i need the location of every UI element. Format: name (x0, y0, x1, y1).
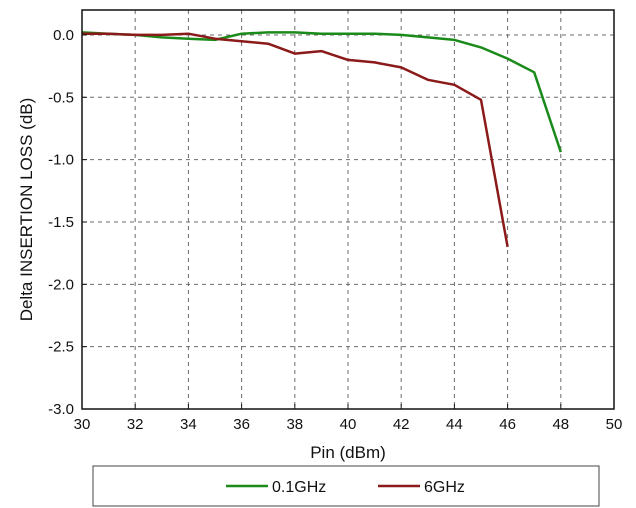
x-tick-label: 30 (74, 416, 91, 433)
series-line-0 (81, 31, 562, 153)
legend: 0.1GHz 6GHz (92, 465, 600, 507)
legend-label-6ghz: 6GHz (424, 479, 465, 496)
y-tick-label: -2.0 (48, 276, 74, 293)
y-tick-label: -3.0 (48, 401, 74, 418)
y-tick-label: -1.0 (48, 152, 74, 169)
series-lines (81, 31, 562, 248)
series-line-1 (82, 32, 509, 248)
y-axis-ticks: 0.0 -0.5 -1.0 -1.5 -2.0 -2.5 -3.0 (48, 27, 87, 418)
y-tick-label: -1.5 (48, 214, 74, 231)
y-tick-label: 0.0 (53, 27, 74, 44)
y-axis-title: Delta INSERTION LOSS (dB) (17, 98, 36, 322)
x-axis-ticks: 30 32 34 36 38 40 42 44 46 48 50 (74, 404, 623, 433)
y-tick-label: -0.5 (48, 89, 74, 106)
x-tick-label: 34 (180, 416, 197, 433)
x-tick-label: 32 (127, 416, 144, 433)
x-tick-label: 40 (340, 416, 357, 433)
x-tick-label: 46 (499, 416, 516, 433)
y-tick-label: -2.5 (48, 339, 74, 356)
x-tick-label: 44 (446, 416, 463, 433)
legend-label-0-1ghz: 0.1GHz (272, 479, 326, 496)
x-tick-label: 48 (552, 416, 569, 433)
x-tick-label: 50 (606, 416, 623, 433)
x-tick-label: 38 (286, 416, 303, 433)
grid (82, 10, 614, 409)
legend-box (92, 465, 600, 507)
x-axis-title: Pin (dBm) (310, 443, 386, 462)
x-tick-label: 36 (233, 416, 250, 433)
x-tick-label: 42 (393, 416, 410, 433)
